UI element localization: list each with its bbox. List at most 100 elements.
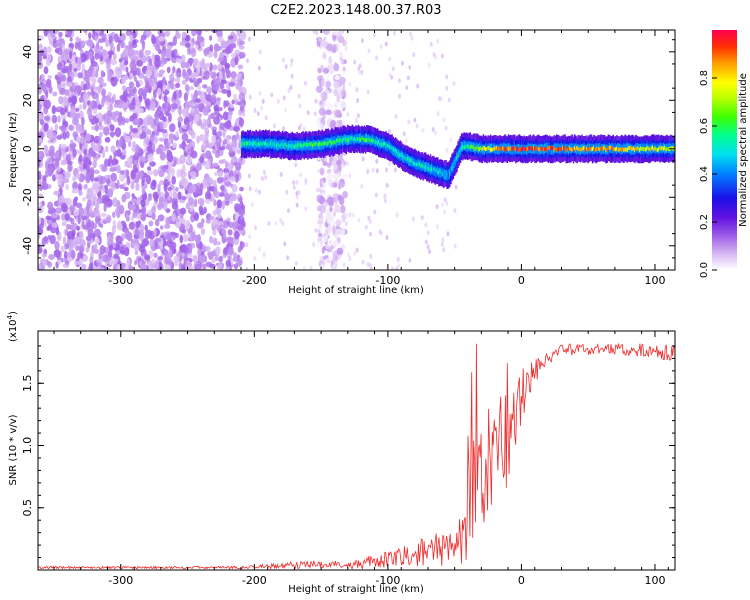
ridge-cell [546, 147, 548, 152]
noise-speckle [119, 172, 125, 182]
ridge-cell [327, 141, 330, 146]
noise-speckle [71, 188, 79, 194]
noise-speckle [375, 168, 379, 174]
ridge-cell [399, 152, 402, 157]
noise-speckle [206, 177, 214, 186]
noise-speckle [261, 98, 265, 104]
noise-speckle [60, 82, 68, 87]
ridge-cell [447, 172, 450, 177]
noise-speckle [141, 88, 149, 94]
noise-speckle [194, 263, 202, 270]
noise-speckle [135, 182, 140, 191]
noise-speckle [384, 41, 388, 47]
noise-speckle [67, 165, 72, 171]
noise-speckle [128, 141, 132, 148]
noise-speckle [165, 233, 173, 242]
ridge-cell [344, 136, 346, 141]
noise-speckle [344, 46, 348, 52]
ridge-cell [356, 136, 358, 141]
noise-speckle [333, 262, 339, 267]
ridge-cell [548, 146, 551, 150]
ridge-cell [358, 137, 361, 142]
ridge-cell [476, 145, 479, 150]
noise-speckle [225, 144, 233, 150]
ridge-cell [396, 149, 398, 154]
noise-speckle [105, 38, 110, 48]
noise-speckle [391, 66, 395, 72]
noise-speckle [128, 221, 135, 230]
ridge-cell [541, 147, 544, 152]
ridge-cell [335, 138, 338, 143]
noise-speckle [189, 207, 194, 212]
noise-speckle [242, 241, 246, 248]
noise-speckle [325, 80, 332, 89]
ridge-cell [390, 145, 392, 150]
ridge-cell [267, 142, 269, 147]
ridge-cell [337, 138, 339, 142]
noise-speckle [190, 47, 197, 58]
ridge-cell [366, 133, 368, 144]
noise-speckle [161, 76, 167, 86]
noise-speckle [112, 182, 116, 189]
noise-speckle [325, 73, 330, 81]
noise-speckle [140, 264, 147, 270]
ridge-cell [292, 144, 295, 148]
noise-speckle [372, 32, 376, 38]
ridge-cell [417, 162, 420, 167]
noise-speckle [212, 179, 217, 187]
noise-speckle [304, 80, 307, 86]
noise-speckle [89, 262, 94, 270]
noise-speckle [145, 229, 150, 240]
noise-speckle [247, 173, 251, 179]
noise-speckle [424, 222, 428, 228]
ridge-cell [435, 168, 438, 173]
ridge-cell [242, 141, 244, 145]
noise-speckle [205, 190, 212, 201]
noise-speckle [366, 169, 370, 175]
noise-speckle [59, 74, 64, 83]
noise-speckle [236, 149, 243, 154]
noise-speckle [168, 163, 173, 173]
noise-speckle [231, 138, 238, 148]
y-tick-label: 0.5 [21, 499, 34, 516]
ridge-cell [584, 147, 587, 152]
noise-speckle [117, 237, 124, 242]
noise-speckle [236, 73, 240, 81]
ridge-cell [522, 145, 524, 150]
ridge-cell [489, 147, 492, 152]
noise-speckle [42, 55, 47, 60]
noise-speckle [223, 100, 230, 107]
noise-speckle [166, 82, 171, 92]
noise-speckle [94, 123, 99, 132]
ridge-cell [572, 147, 575, 151]
noise-speckle [253, 256, 257, 261]
noise-speckle [204, 131, 209, 140]
ridge-cell [542, 147, 545, 152]
y-tick-label: -20 [21, 188, 34, 206]
noise-speckle [125, 32, 132, 36]
noise-speckle [197, 84, 201, 93]
noise-speckle [176, 72, 182, 78]
noise-speckle [172, 191, 178, 200]
noise-speckle [343, 160, 347, 166]
noise-speckle [122, 90, 128, 100]
ridge-cell [622, 146, 624, 151]
noise-speckle [228, 81, 235, 87]
noise-speckle [180, 207, 187, 215]
noise-speckle [129, 125, 133, 131]
ridge-cell [414, 161, 416, 166]
noise-speckle [38, 84, 43, 95]
noise-speckle [78, 230, 84, 241]
noise-speckle [123, 60, 128, 66]
ridge-cell [647, 145, 649, 150]
ridge-cell [486, 147, 488, 151]
noise-speckle [342, 190, 348, 199]
noise-speckle [337, 35, 345, 44]
noise-speckle [213, 199, 217, 207]
ridge-cell [636, 147, 638, 151]
noise-speckle [227, 119, 231, 128]
noise-speckle [132, 238, 140, 245]
ridge-cell [650, 146, 653, 150]
noise-speckle [332, 43, 337, 53]
noise-speckle [158, 170, 165, 178]
